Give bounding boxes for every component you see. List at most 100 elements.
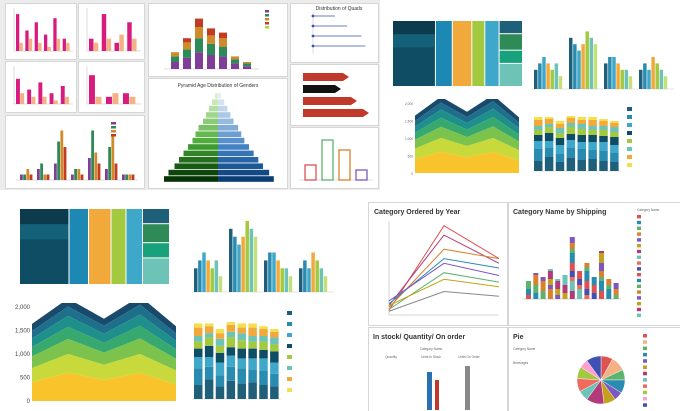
pyramid-bar-left — [179, 157, 218, 163]
stack-segment — [171, 56, 179, 62]
bar — [53, 18, 57, 51]
stack-segment — [599, 161, 608, 171]
stack-segment — [555, 138, 565, 145]
stack-segment — [171, 62, 179, 69]
stack-segment — [555, 281, 561, 289]
stack-segment — [544, 148, 554, 157]
stack-segment — [215, 333, 225, 339]
bar — [74, 169, 77, 180]
legend-swatch — [637, 313, 641, 317]
bar — [268, 252, 272, 292]
legend-swatch — [287, 311, 292, 315]
treemap-cell — [143, 209, 169, 224]
stack-segment — [544, 157, 554, 171]
stack-segment — [588, 130, 597, 135]
stack-segment — [194, 327, 203, 336]
pie-title: Pie — [513, 334, 524, 341]
stack-segment — [540, 281, 546, 291]
treemap-cell — [143, 258, 169, 284]
area-series — [32, 325, 176, 359]
bar — [127, 22, 132, 51]
pyramid-bar-left — [203, 118, 218, 125]
stack-segment — [243, 62, 251, 64]
stack-segment — [588, 135, 597, 142]
stack-segment — [569, 237, 575, 243]
bar — [427, 372, 432, 410]
treemap-cell — [499, 34, 522, 50]
pyramid-bar-right — [218, 125, 239, 131]
legend-swatch — [111, 130, 116, 133]
legend-swatch — [643, 365, 647, 369]
y-tick-label: 1,000 — [15, 352, 31, 358]
pyramid-bar-left — [188, 144, 218, 150]
stack-segment — [613, 295, 619, 299]
stack-segment — [226, 347, 236, 356]
stacked-bar-chart — [148, 3, 288, 77]
treemap-cell — [126, 209, 142, 284]
bar — [663, 76, 668, 89]
bar — [288, 276, 293, 292]
stack-segment — [555, 295, 561, 299]
stack-segment — [584, 271, 590, 281]
legend-swatch — [637, 220, 641, 225]
bar — [276, 260, 280, 292]
legend-swatch — [637, 249, 641, 254]
bar — [307, 268, 311, 292]
legend-swatch — [287, 344, 292, 348]
outline-bar — [338, 149, 351, 181]
area-series — [32, 304, 176, 341]
bar — [546, 63, 550, 89]
bar — [128, 174, 132, 180]
line-series — [388, 262, 500, 302]
stack-segment — [599, 151, 608, 161]
outline-bar — [355, 169, 368, 181]
legend-swatch — [627, 131, 632, 135]
stack-segment — [577, 135, 586, 142]
stack-segment — [204, 379, 214, 399]
stack-segment — [599, 130, 608, 136]
pyramid-bar-left — [215, 93, 218, 99]
arrow-bar — [303, 85, 341, 93]
bar — [585, 31, 589, 89]
bar — [315, 260, 319, 292]
pyramid-bar-right — [218, 163, 263, 169]
bar — [620, 69, 624, 89]
line-series — [388, 234, 500, 306]
top-left-dashboard: Pyramid Age Distribution of Genders Dist… — [0, 0, 380, 190]
bar — [125, 174, 128, 180]
legend-swatch — [265, 18, 269, 21]
bar — [95, 96, 102, 104]
outline-bar-chart — [290, 127, 379, 189]
stack-segment — [577, 289, 583, 299]
bar — [49, 93, 54, 104]
area-chart-small: 2,000 1,500 1,000 500 0 — [405, 99, 519, 176]
arrow-bar — [303, 109, 369, 117]
pyramid-chart: Pyramid Age Distribution of Genders — [148, 78, 288, 189]
stack-segment — [566, 140, 576, 148]
bar — [647, 69, 651, 89]
outline-bar — [304, 164, 317, 181]
bottom-right-dashboard: Category Ordered by Year Category Name b… — [368, 200, 680, 411]
lollipop-dot — [311, 34, 315, 38]
bar — [538, 63, 542, 89]
y-tick-label: 1,500 — [15, 329, 31, 335]
legend-swatch — [627, 123, 632, 127]
stack-segment — [248, 369, 257, 383]
area-series — [32, 372, 176, 401]
stack-segment — [555, 133, 565, 138]
stack-segment — [204, 366, 214, 380]
legend-swatch — [637, 215, 641, 219]
treemap-cell — [485, 21, 499, 86]
stack-segment — [237, 368, 246, 384]
bar — [44, 34, 48, 51]
treemap-cell — [452, 21, 472, 86]
legend-swatch — [643, 384, 647, 388]
stack-segment — [544, 117, 554, 119]
stack-segment — [613, 283, 619, 289]
stack-segment — [577, 129, 586, 135]
stack-segment — [584, 263, 590, 267]
treemap-cell — [472, 21, 485, 86]
stack-segment — [194, 341, 203, 349]
treemap-cell — [20, 209, 69, 225]
stack-segment — [204, 357, 214, 367]
